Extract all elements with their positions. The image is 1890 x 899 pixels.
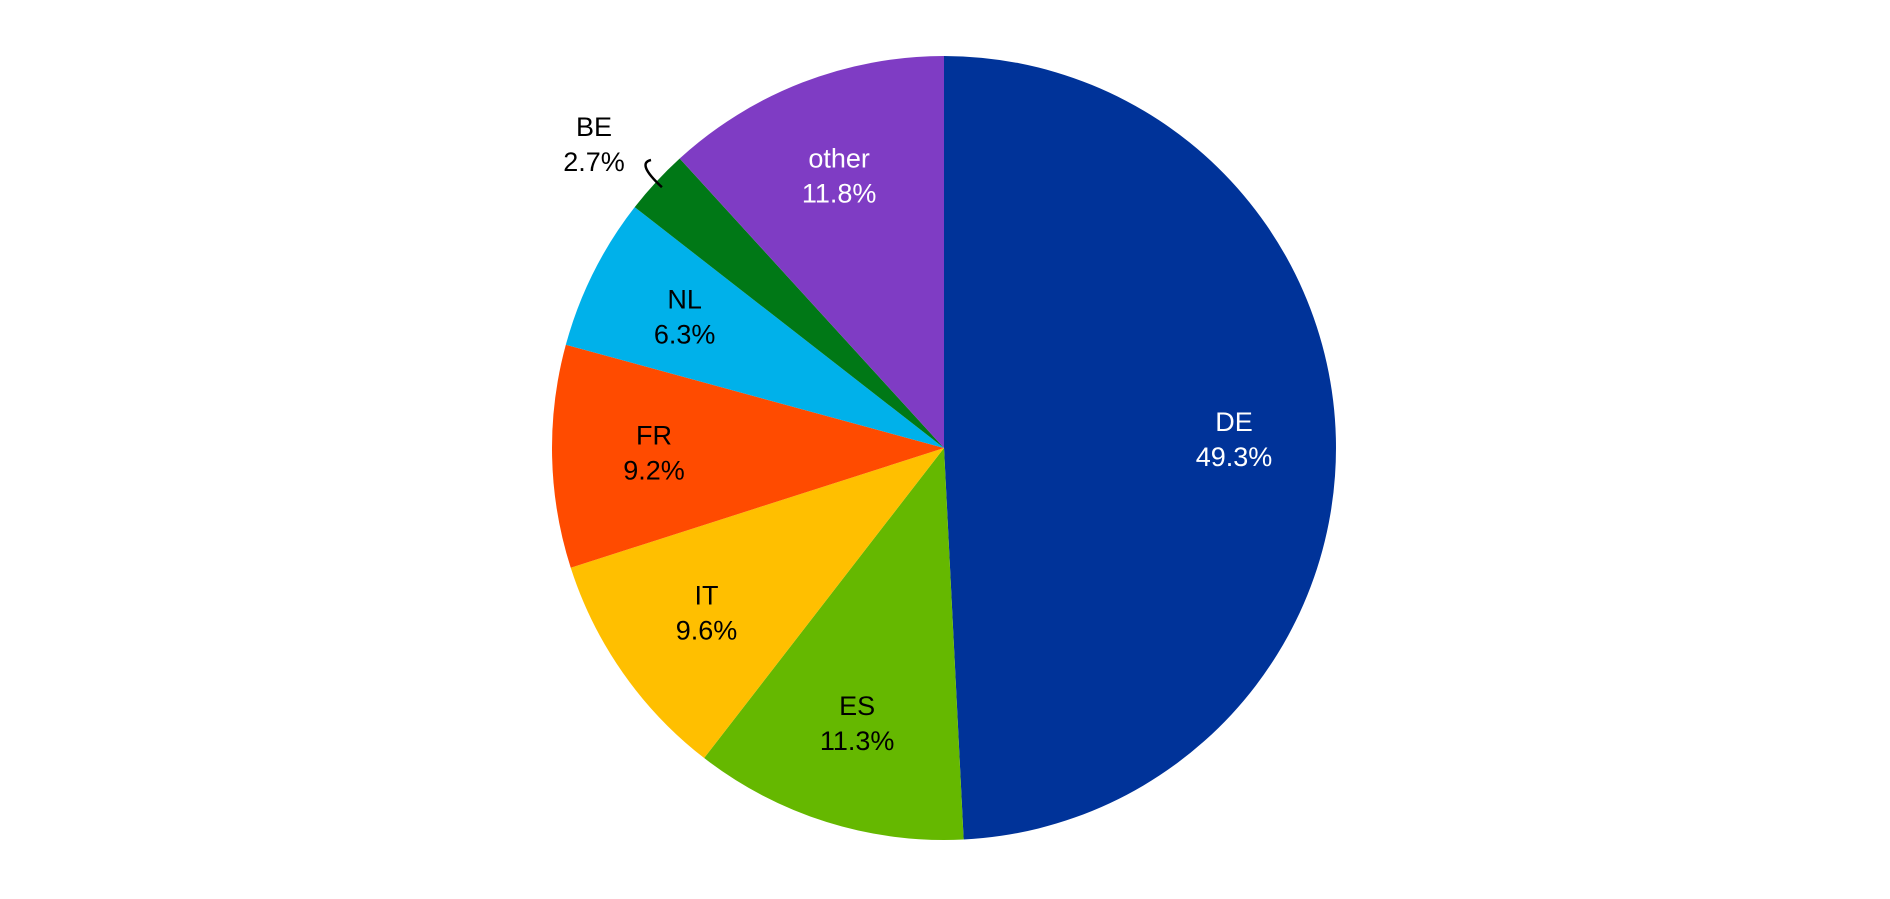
pie-slice <box>679 55 944 448</box>
pie-slice <box>565 207 944 448</box>
pie-slice <box>552 344 944 568</box>
pie-slice <box>634 158 944 448</box>
value-label: 49.3% <box>1196 442 1273 472</box>
slice-label: DE <box>1215 407 1253 437</box>
value-label: 2.7% <box>563 147 625 177</box>
pie-slice <box>570 448 944 759</box>
slice-label: other <box>808 144 870 174</box>
value-label: 6.3% <box>654 319 716 349</box>
slice-label: IT <box>694 581 718 611</box>
value-label: 11.3% <box>820 726 895 756</box>
value-label: 9.6% <box>676 616 738 646</box>
slice-label: ES <box>839 691 875 721</box>
pie-slice <box>944 56 1336 840</box>
slice-label: FR <box>636 420 672 450</box>
leader-line <box>644 158 663 189</box>
slice-label: NL <box>667 284 702 314</box>
value-label: 9.2% <box>623 455 685 485</box>
value-label: 11.8% <box>802 179 877 209</box>
pie-slice <box>704 448 964 840</box>
slice-label: BE <box>576 112 612 142</box>
